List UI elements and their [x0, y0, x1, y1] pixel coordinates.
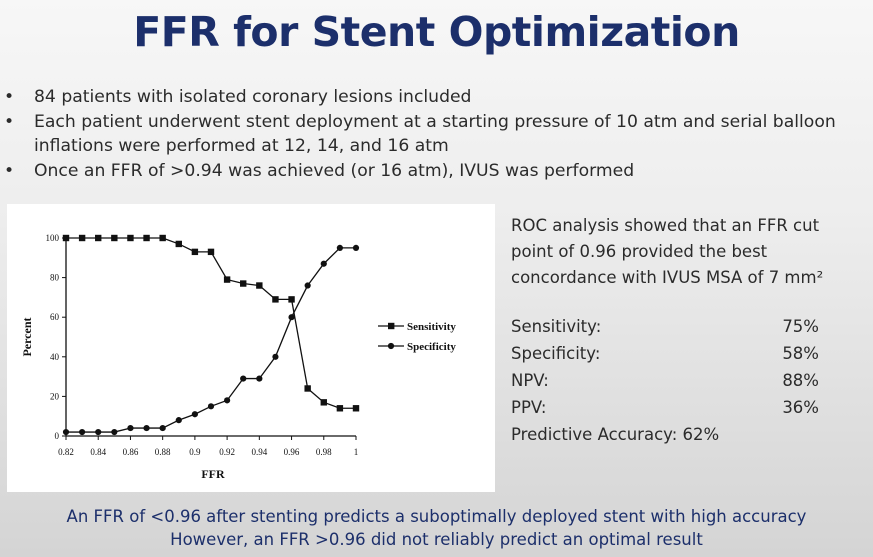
stat-value: 58%	[782, 344, 819, 363]
data-point-sensitivity	[143, 234, 150, 242]
data-point-specificity	[79, 428, 86, 436]
data-point-specificity	[288, 314, 295, 321]
y-tick-label: 100	[46, 233, 60, 243]
data-point-specificity	[240, 375, 247, 382]
data-point-sensitivity	[191, 248, 199, 256]
x-tick-label: 0.88	[155, 447, 171, 457]
data-point-sensitivity	[159, 234, 166, 242]
x-tick-label: 0.9	[189, 447, 201, 457]
x-tick-label: 0.98	[316, 447, 332, 457]
series-line-sensitivity	[66, 237, 356, 409]
data-point-sensitivity	[207, 248, 215, 256]
data-point-sensitivity	[223, 276, 231, 283]
x-tick-label: 0.94	[251, 447, 267, 457]
stat-row-predictive-accuracy: Predictive Accuracy: 62%	[511, 421, 819, 448]
data-point-specificity	[127, 424, 134, 432]
x-tick-label: 0.86	[123, 447, 139, 457]
data-point-sensitivity	[111, 234, 118, 242]
data-point-sensitivity	[62, 234, 70, 242]
data-point-specificity	[272, 353, 279, 360]
bullet-dot: •	[4, 87, 15, 107]
bullet-item: • Once an FFR of >0.94 was achieved (or 1…	[4, 159, 864, 183]
legend-marker-specificity	[387, 342, 395, 350]
stat-value: 88%	[782, 371, 819, 390]
data-point-specificity	[159, 424, 166, 432]
bullet-list: • 84 patients with isolated coronary lesi…	[4, 85, 864, 184]
data-point-sensitivity	[78, 234, 86, 242]
y-tick-label: 60	[50, 312, 60, 322]
data-point-sensitivity	[127, 234, 134, 242]
data-point-specificity	[207, 403, 215, 410]
ffr-line-chart: 0 20 40 60 80 100 0.82 0.84 0.86 0.88 0.9 0.92 0.94 0…	[20, 233, 456, 481]
stat-label: PPV:	[511, 398, 547, 417]
stat-row-ppv: PPV: 36%	[511, 394, 819, 421]
legend-label-sensitivity: Sensitivity	[407, 321, 456, 333]
roc-panel: ROC analysis showed that an FFR cut poin…	[511, 213, 861, 448]
stats-list: Sensitivity: 75% Specificity: 58% NPV: 88% …	[511, 313, 861, 448]
x-tick-label: 1	[354, 447, 359, 457]
bullet-dot: •	[4, 161, 15, 181]
stat-label: Specificity:	[511, 344, 601, 363]
data-point-sensitivity	[240, 280, 247, 287]
bullet-text: Each patient underwent stent deployment …	[34, 112, 836, 156]
stat-row-sensitivity: Sensitivity: 75%	[511, 313, 819, 340]
y-tick-label: 80	[50, 273, 60, 283]
bullet-item: • Each patient underwent stent deployment…	[4, 110, 864, 158]
data-point-sensitivity	[272, 296, 279, 303]
data-point-sensitivity	[336, 405, 344, 412]
stat-label: NPV:	[511, 371, 549, 390]
data-point-specificity	[224, 397, 231, 404]
bullet-dot: •	[4, 112, 15, 132]
data-point-sensitivity	[288, 296, 295, 303]
stat-label: Sensitivity:	[511, 317, 602, 336]
stat-row-npv: NPV: 88%	[511, 367, 819, 394]
roc-text: ROC analysis showed that an FFR cut poin…	[511, 216, 824, 287]
slide-title: FFR for Stent Optimization	[133, 8, 740, 56]
stat-value: 36%	[782, 398, 819, 417]
bullet-text: 84 patients with isolated coronary lesio…	[34, 87, 472, 107]
legend-marker-sensitivity	[388, 322, 395, 330]
data-point-sensitivity	[175, 240, 182, 248]
data-point-specificity	[191, 411, 198, 418]
data-point-specificity	[62, 428, 70, 436]
x-tick-label: 0.92	[219, 447, 235, 457]
data-point-specificity	[143, 424, 150, 432]
data-point-specificity	[175, 417, 182, 424]
y-axis-label: Percent	[20, 317, 34, 356]
chart-panel: 0 20 40 60 80 100 0.82 0.84 0.86 0.88 0.9 0.92 0.94 0…	[7, 204, 495, 492]
data-point-specificity	[95, 428, 102, 436]
data-point-specificity	[111, 428, 118, 436]
legend-label-specificity: Specificity	[407, 341, 456, 353]
stat-value: 75%	[782, 317, 819, 336]
y-tick-label: 40	[50, 352, 60, 362]
footer-line: However, an FFR >0.96 did not reliably p…	[170, 530, 703, 549]
stat-row-specificity: Specificity: 58%	[511, 340, 819, 367]
data-point-specificity	[336, 244, 343, 251]
x-tick-label: 0.84	[90, 447, 106, 457]
x-tick-label: 0.96	[284, 447, 300, 457]
data-point-specificity	[256, 375, 263, 382]
y-tick-label: 20	[50, 391, 60, 401]
data-point-specificity	[304, 282, 311, 289]
footer-line: An FFR of <0.96 after stenting predicts …	[66, 507, 807, 526]
x-tick-label: 0.82	[58, 447, 74, 457]
footer-conclusion: An FFR of <0.96 after stenting predicts …	[0, 505, 873, 551]
data-point-sensitivity	[320, 399, 327, 406]
y-tick-label: 0	[55, 431, 60, 441]
data-point-sensitivity	[95, 234, 102, 242]
stat-label: Predictive Accuracy: 62%	[511, 425, 720, 444]
data-point-sensitivity	[304, 385, 311, 392]
data-point-specificity	[320, 260, 327, 267]
x-axis-label: FFR	[201, 467, 225, 481]
bullet-text: Once an FFR of >0.94 was achieved (or 16…	[34, 161, 635, 181]
bullet-item: • 84 patients with isolated coronary lesi…	[4, 85, 864, 109]
data-point-specificity	[352, 244, 360, 251]
data-point-sensitivity	[256, 282, 263, 289]
data-point-sensitivity	[352, 405, 360, 412]
